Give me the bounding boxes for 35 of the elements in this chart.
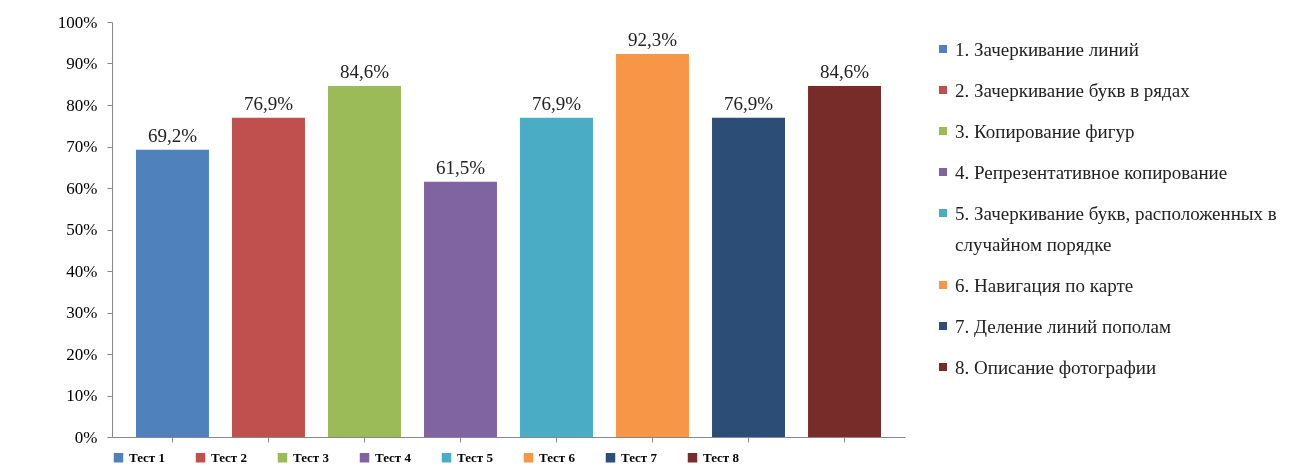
data-label: 69,2% [147, 124, 198, 146]
data-label: 76,9% [531, 92, 582, 114]
legend-label: Тест 5 [457, 449, 494, 465]
text: 7. Деление линий пополам [955, 315, 1171, 339]
y-tick-label: 30% [66, 303, 98, 322]
text: 6. Навигация по карте [955, 274, 1134, 298]
legend-label: Тест 6 [539, 449, 576, 465]
y-tick-label: 90% [66, 54, 98, 73]
y-tick-label: 40% [66, 261, 98, 281]
y-tick-label: 70% [66, 137, 98, 156]
legend-label: Тест 7 [621, 449, 658, 465]
data-label: 76,9% [243, 92, 294, 114]
data-label: 84,6% [819, 60, 870, 82]
data-label: 84,6% [339, 60, 390, 82]
text: 8. Описание фотографии [955, 356, 1157, 380]
data-label: 92,3% [627, 28, 678, 50]
legend-label: Тест 1 [129, 449, 166, 465]
legend-label: Тест 2 [211, 449, 248, 465]
y-tick-label: 60% [66, 178, 98, 198]
text: 2. Зачеркивание букв в рядах [955, 79, 1190, 103]
y-tick-label: 20% [66, 344, 98, 364]
y-tick-label: 10% [66, 386, 98, 405]
y-tick-label: 100% [57, 12, 98, 32]
data-label: 61,5% [435, 156, 486, 178]
legend-label: Тест 8 [703, 449, 740, 465]
data-label: 76,9% [723, 92, 774, 114]
y-tick-label: 0% [74, 427, 98, 447]
text: 5. Зачеркивание букв, расположенных в случайном порядке [955, 202, 1278, 257]
text: 1. Зачеркивание линий [955, 38, 1139, 62]
text: 4. Репрезентативное копирование [955, 161, 1228, 185]
text: 3. Копирование фигур [955, 120, 1135, 144]
y-tick-label: 80% [66, 95, 98, 115]
legend-label: Тест 3 [293, 449, 330, 465]
y-tick-label: 50% [66, 220, 98, 239]
legend-label: Тест 4 [375, 449, 412, 465]
